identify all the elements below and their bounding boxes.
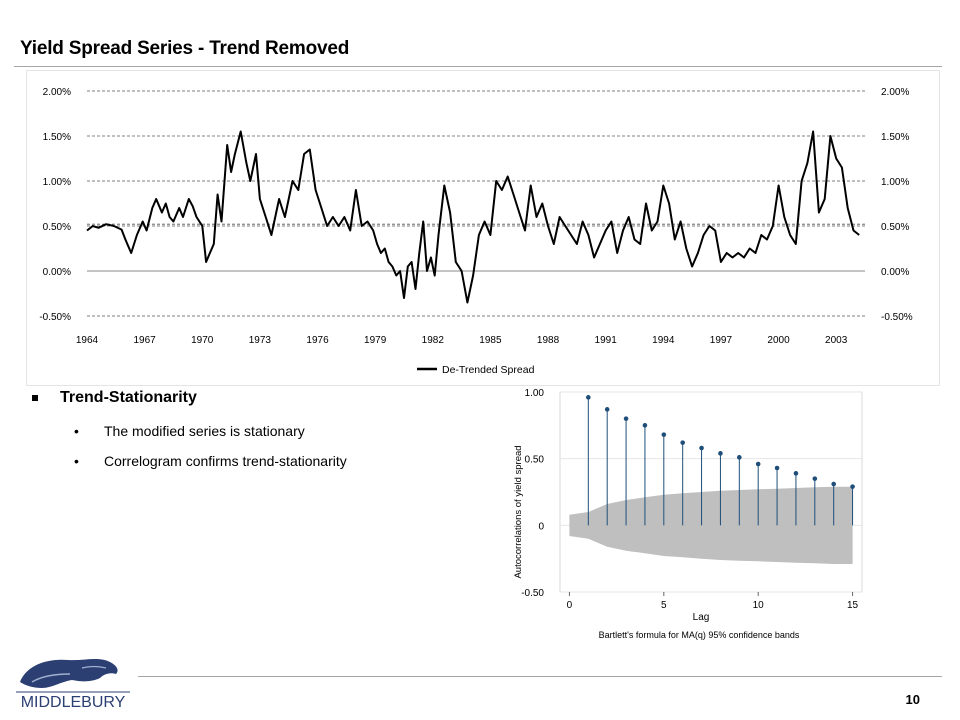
square-bullet-icon xyxy=(32,395,38,401)
y-tick-label-left: 1.50% xyxy=(43,132,71,143)
x-tick-label: 1982 xyxy=(422,335,445,346)
bullet-heading: Trend-Stationarity xyxy=(30,386,490,410)
bullet-item-text: The modified series is stationary xyxy=(104,423,305,439)
y-tick-label-left: -0.50% xyxy=(39,312,71,323)
y-tick-label-right: 1.00% xyxy=(881,177,909,188)
title-divider xyxy=(14,66,942,67)
acf-point xyxy=(737,455,742,460)
dot-bullet-icon: • xyxy=(74,453,79,469)
x-tick-label: 1979 xyxy=(364,335,387,346)
x-tick-label: 1970 xyxy=(191,335,214,346)
acf-point xyxy=(718,451,723,456)
slide-title: Yield Spread Series - Trend Removed xyxy=(20,38,350,59)
x-tick-label: 2000 xyxy=(767,335,790,346)
x-tick-label: 2003 xyxy=(825,335,848,346)
confidence-band xyxy=(569,486,853,564)
y-tick-label-left: 0.50% xyxy=(43,222,71,233)
x-tick-label: 1988 xyxy=(537,335,560,346)
x-tick-label: 5 xyxy=(661,600,667,611)
bullet-item: • Correlogram confirms trend-stationarit… xyxy=(30,446,490,476)
y-tick-label: 0.50 xyxy=(525,455,545,466)
panther-icon: MIDDLEBURY xyxy=(16,658,130,711)
y-tick-label-right: 2.00% xyxy=(881,87,909,98)
acf-point xyxy=(774,465,780,471)
line-chart: 2.00% 2.00% 1.50% 1.50% 1.00% 1.00% 0.50% 0.50%… xyxy=(39,87,913,376)
y-tick-label-right: 0.50% xyxy=(881,222,909,233)
x-tick-label: 1994 xyxy=(652,335,675,346)
x-tick-label: 0 xyxy=(567,600,573,611)
x-tick-label: 1976 xyxy=(306,335,329,346)
bullet-item: • The modified series is stationary xyxy=(30,416,490,446)
x-tick-label: 1964 xyxy=(76,335,99,346)
y-tick-label-right: 1.50% xyxy=(881,132,909,143)
y-tick-label-left: 0.00% xyxy=(43,267,71,278)
line-chart-frame: 2.00% 2.00% 1.50% 1.50% 1.00% 1.00% 0.50% 0.50%… xyxy=(26,70,940,386)
bullet-list: Trend-Stationarity • The modified series… xyxy=(30,386,490,476)
y-tick-label-right: -0.50% xyxy=(881,312,913,323)
bullet-heading-text: Trend-Stationarity xyxy=(60,389,197,406)
y-tick-label: -0.50 xyxy=(521,588,544,599)
acf-point xyxy=(586,395,591,400)
y-tick-label-right: 0.00% xyxy=(881,267,909,278)
x-tick-label: 1991 xyxy=(595,335,618,346)
acf-point xyxy=(604,407,610,412)
acf-point xyxy=(812,476,818,481)
page-number: 10 xyxy=(905,692,920,707)
x-tick-label: 1985 xyxy=(479,335,502,346)
acf-point xyxy=(680,440,685,445)
bullet-item-text: Correlogram confirms trend-stationarity xyxy=(104,453,347,469)
y-tick-label-left: 1.00% xyxy=(43,177,71,188)
dot-bullet-icon: • xyxy=(74,423,79,439)
legend-label: De-Trended Spread xyxy=(442,364,535,376)
logo-wordmark: MIDDLEBURY xyxy=(21,694,126,711)
middlebury-logo: MIDDLEBURY xyxy=(12,652,134,712)
x-tick-label: 1973 xyxy=(249,335,272,346)
correlogram-chart: 1.00 0.50 0 -0.50 0 5 10 15 Lag Autocorrelations … xyxy=(513,388,863,640)
acf-point xyxy=(699,445,704,451)
acf-point xyxy=(755,461,761,467)
series-line-de-trended-spread xyxy=(86,130,860,304)
y-tick-label: 1.00 xyxy=(525,388,545,399)
acf-point xyxy=(850,484,855,489)
x-tick-label: 1967 xyxy=(134,335,157,346)
y-tick-label-left: 2.00% xyxy=(43,87,71,98)
x-tick-label: 1997 xyxy=(710,335,733,346)
acf-point xyxy=(831,481,836,487)
chart-caption: Bartlett's formula for MA(q) 95% confide… xyxy=(599,630,800,640)
acf-point xyxy=(642,423,648,428)
x-axis-label: Lag xyxy=(693,612,710,623)
x-tick-label: 10 xyxy=(753,600,765,611)
y-tick-label: 0 xyxy=(538,521,544,532)
acf-point xyxy=(623,416,629,421)
y-axis-label: Autocorrelations of yield spread xyxy=(513,445,524,578)
acf-point xyxy=(793,471,799,476)
acf-point xyxy=(661,432,667,437)
footer-divider xyxy=(138,676,942,677)
x-tick-label: 15 xyxy=(847,600,859,611)
